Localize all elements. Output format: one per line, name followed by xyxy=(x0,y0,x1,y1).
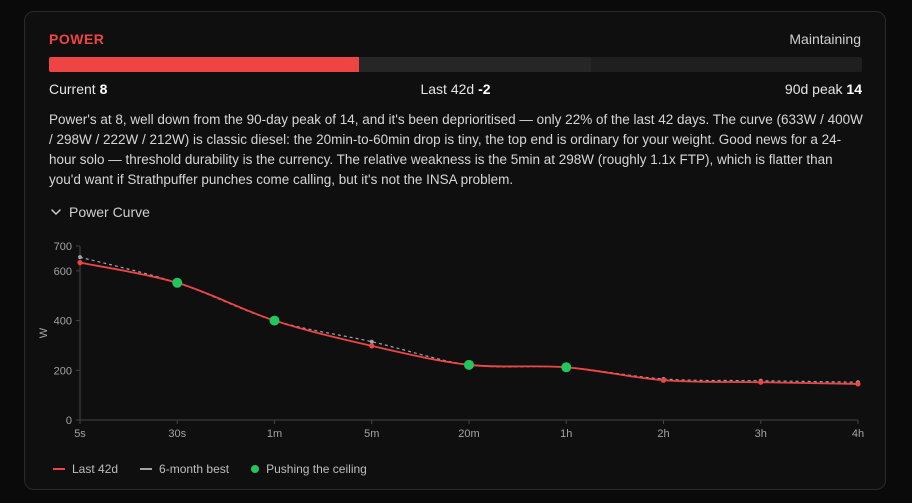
power-card: POWER Maintaining Current 8 Last 42d -2 … xyxy=(24,11,886,490)
x-tick-label: 5s xyxy=(74,428,86,440)
current-value: 8 xyxy=(99,81,108,97)
y-tick-label: 700 xyxy=(54,241,72,253)
ceiling-point xyxy=(561,362,572,373)
x-tick-label: 4h xyxy=(852,428,864,440)
last-42d-point xyxy=(660,377,667,383)
last-42d-point xyxy=(855,381,861,387)
peak-stat: 90d peak 14 xyxy=(785,81,862,97)
legend-dot-swatch xyxy=(251,465,260,473)
card-title: POWER xyxy=(49,31,105,47)
x-tick-label: 20m xyxy=(458,428,479,440)
last-42d-stat: Last 42d -2 xyxy=(420,81,490,97)
y-tick-label: 400 xyxy=(54,316,72,328)
y-axis-label: W xyxy=(38,327,50,338)
x-tick-label: 3h xyxy=(755,428,767,440)
y-tick-label: 0 xyxy=(66,415,72,427)
last-42d-point xyxy=(369,343,375,349)
x-tick-label: 2h xyxy=(657,428,669,440)
power-curve-chart: 0 200 400 600 700 W 5s 30s 1m 5m 20m 1h 2h 3h 4h xyxy=(38,241,864,440)
progress-current-fill xyxy=(49,57,359,72)
x-tick-label: 1m xyxy=(267,428,282,440)
last-42d-point xyxy=(758,379,764,385)
current-stat: Current 8 xyxy=(49,81,107,97)
legend-line-swatch xyxy=(53,468,65,470)
ceiling-point xyxy=(172,277,183,288)
best-point xyxy=(369,339,374,344)
progress-labels: Current 8 Last 42d -2 90d peak 14 xyxy=(49,81,862,99)
y-tick-label: 600 xyxy=(54,266,72,278)
power-curve-toggle[interactable]: Power Curve xyxy=(49,204,150,220)
legend-item-last-42d: Last 42d xyxy=(53,462,118,476)
chevron-down-icon xyxy=(51,209,61,216)
ceiling-point xyxy=(464,359,474,370)
last-42d-value: -2 xyxy=(478,81,491,97)
legend-dash-swatch xyxy=(140,468,153,470)
legend-item-pushing-ceiling: Pushing the ceiling xyxy=(251,462,367,476)
peak-value: 14 xyxy=(846,81,862,97)
legend-item-6-month-best: 6-month best xyxy=(140,462,229,476)
current-label: Current xyxy=(49,81,96,97)
legend-label: Pushing the ceiling xyxy=(266,462,367,476)
last-42d-point xyxy=(77,260,83,266)
legend-label: Last 42d xyxy=(72,462,119,476)
chart-legend: Last 42d 6-month best Pushing the ceilin… xyxy=(53,462,367,476)
power-curve-label: Power Curve xyxy=(69,204,150,220)
x-tick-label: 1h xyxy=(560,428,572,440)
power-progress-bar xyxy=(49,57,862,72)
legend-label: 6-month best xyxy=(159,462,230,476)
y-tick-label: 200 xyxy=(54,365,72,377)
best-point xyxy=(78,255,82,260)
status-label: Maintaining xyxy=(789,31,861,47)
peak-label: 90d peak xyxy=(784,81,843,97)
ceiling-point xyxy=(269,315,280,326)
x-tick-label: 30s xyxy=(168,428,186,440)
last-42d-label: Last 42d xyxy=(420,81,475,97)
x-tick-label: 5m xyxy=(364,428,379,440)
power-description: Power's at 8, well down from the 90-day … xyxy=(49,112,863,187)
